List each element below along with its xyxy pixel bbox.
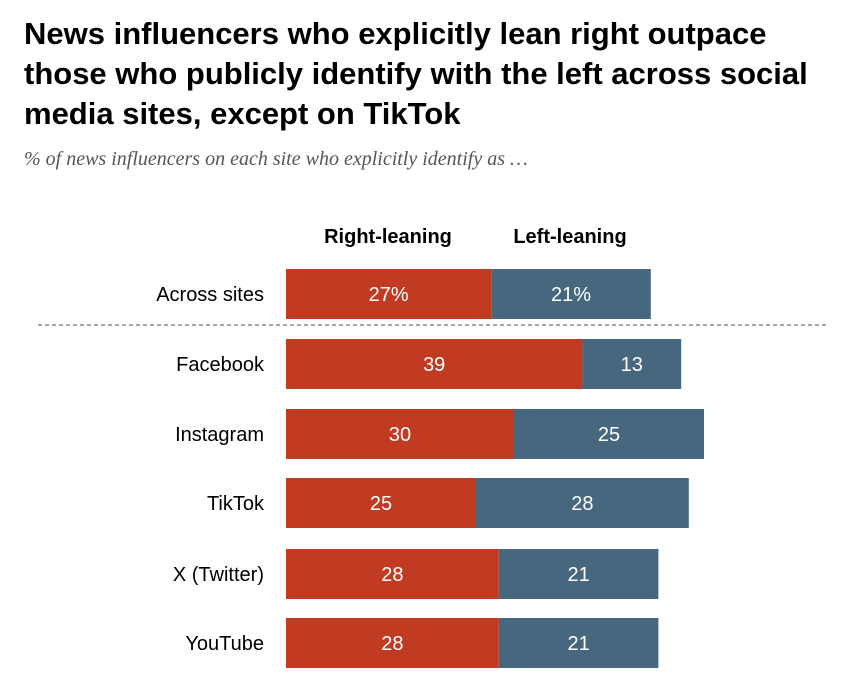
chart-title: News influencers who explicitly lean rig… bbox=[24, 16, 808, 131]
bar-right-leaning-youtube bbox=[286, 618, 499, 668]
chart-subtitle: % of news influencers on each site who e… bbox=[24, 148, 528, 170]
value-label-left-leaning-x-twitter: 21 bbox=[567, 564, 589, 586]
value-label-right-leaning-tiktok: 25 bbox=[370, 493, 392, 515]
category-label-facebook: Facebook bbox=[176, 354, 265, 376]
bar-right-leaning-facebook bbox=[286, 339, 583, 389]
value-label-left-leaning-across-sites: 21% bbox=[551, 284, 591, 306]
value-label-left-leaning-facebook: 13 bbox=[621, 354, 643, 376]
bars-group: Across sites 27% 21% Facebook 39 13 Instagram 3… bbox=[156, 269, 704, 668]
value-label-left-leaning-tiktok: 28 bbox=[571, 493, 593, 515]
value-label-left-leaning-instagram: 25 bbox=[598, 424, 620, 446]
value-label-left-leaning-youtube: 21 bbox=[567, 633, 589, 655]
category-label-across-sites: Across sites bbox=[156, 284, 264, 306]
legend-right-leaning: Right-leaning bbox=[324, 226, 452, 248]
bar-right-leaning-instagram bbox=[286, 409, 514, 459]
bar-right-leaning-x-twitter bbox=[286, 549, 499, 599]
category-label-x-twitter: X (Twitter) bbox=[173, 564, 264, 586]
category-label-youtube: YouTube bbox=[185, 633, 264, 655]
value-label-right-leaning-x-twitter: 28 bbox=[381, 564, 403, 586]
bar-left-leaning-instagram bbox=[514, 409, 704, 459]
bar-left-leaning-youtube bbox=[498, 618, 659, 668]
legend-left-leaning: Left-leaning bbox=[513, 226, 626, 248]
value-label-right-leaning-facebook: 39 bbox=[423, 354, 445, 376]
bar-right-leaning-tiktok bbox=[286, 478, 476, 528]
bar-left-leaning-tiktok bbox=[476, 478, 689, 528]
bar-left-leaning-facebook bbox=[582, 339, 682, 389]
category-label-instagram: Instagram bbox=[175, 424, 264, 446]
bar-left-leaning-x-twitter bbox=[498, 549, 659, 599]
category-label-tiktok: TikTok bbox=[207, 493, 265, 515]
value-label-right-leaning-across-sites: 27% bbox=[369, 284, 409, 306]
value-label-right-leaning-youtube: 28 bbox=[381, 633, 403, 655]
value-label-right-leaning-instagram: 30 bbox=[389, 424, 411, 446]
bar-right-leaning-across-sites bbox=[286, 269, 492, 319]
bar-left-leaning-across-sites bbox=[491, 269, 651, 319]
